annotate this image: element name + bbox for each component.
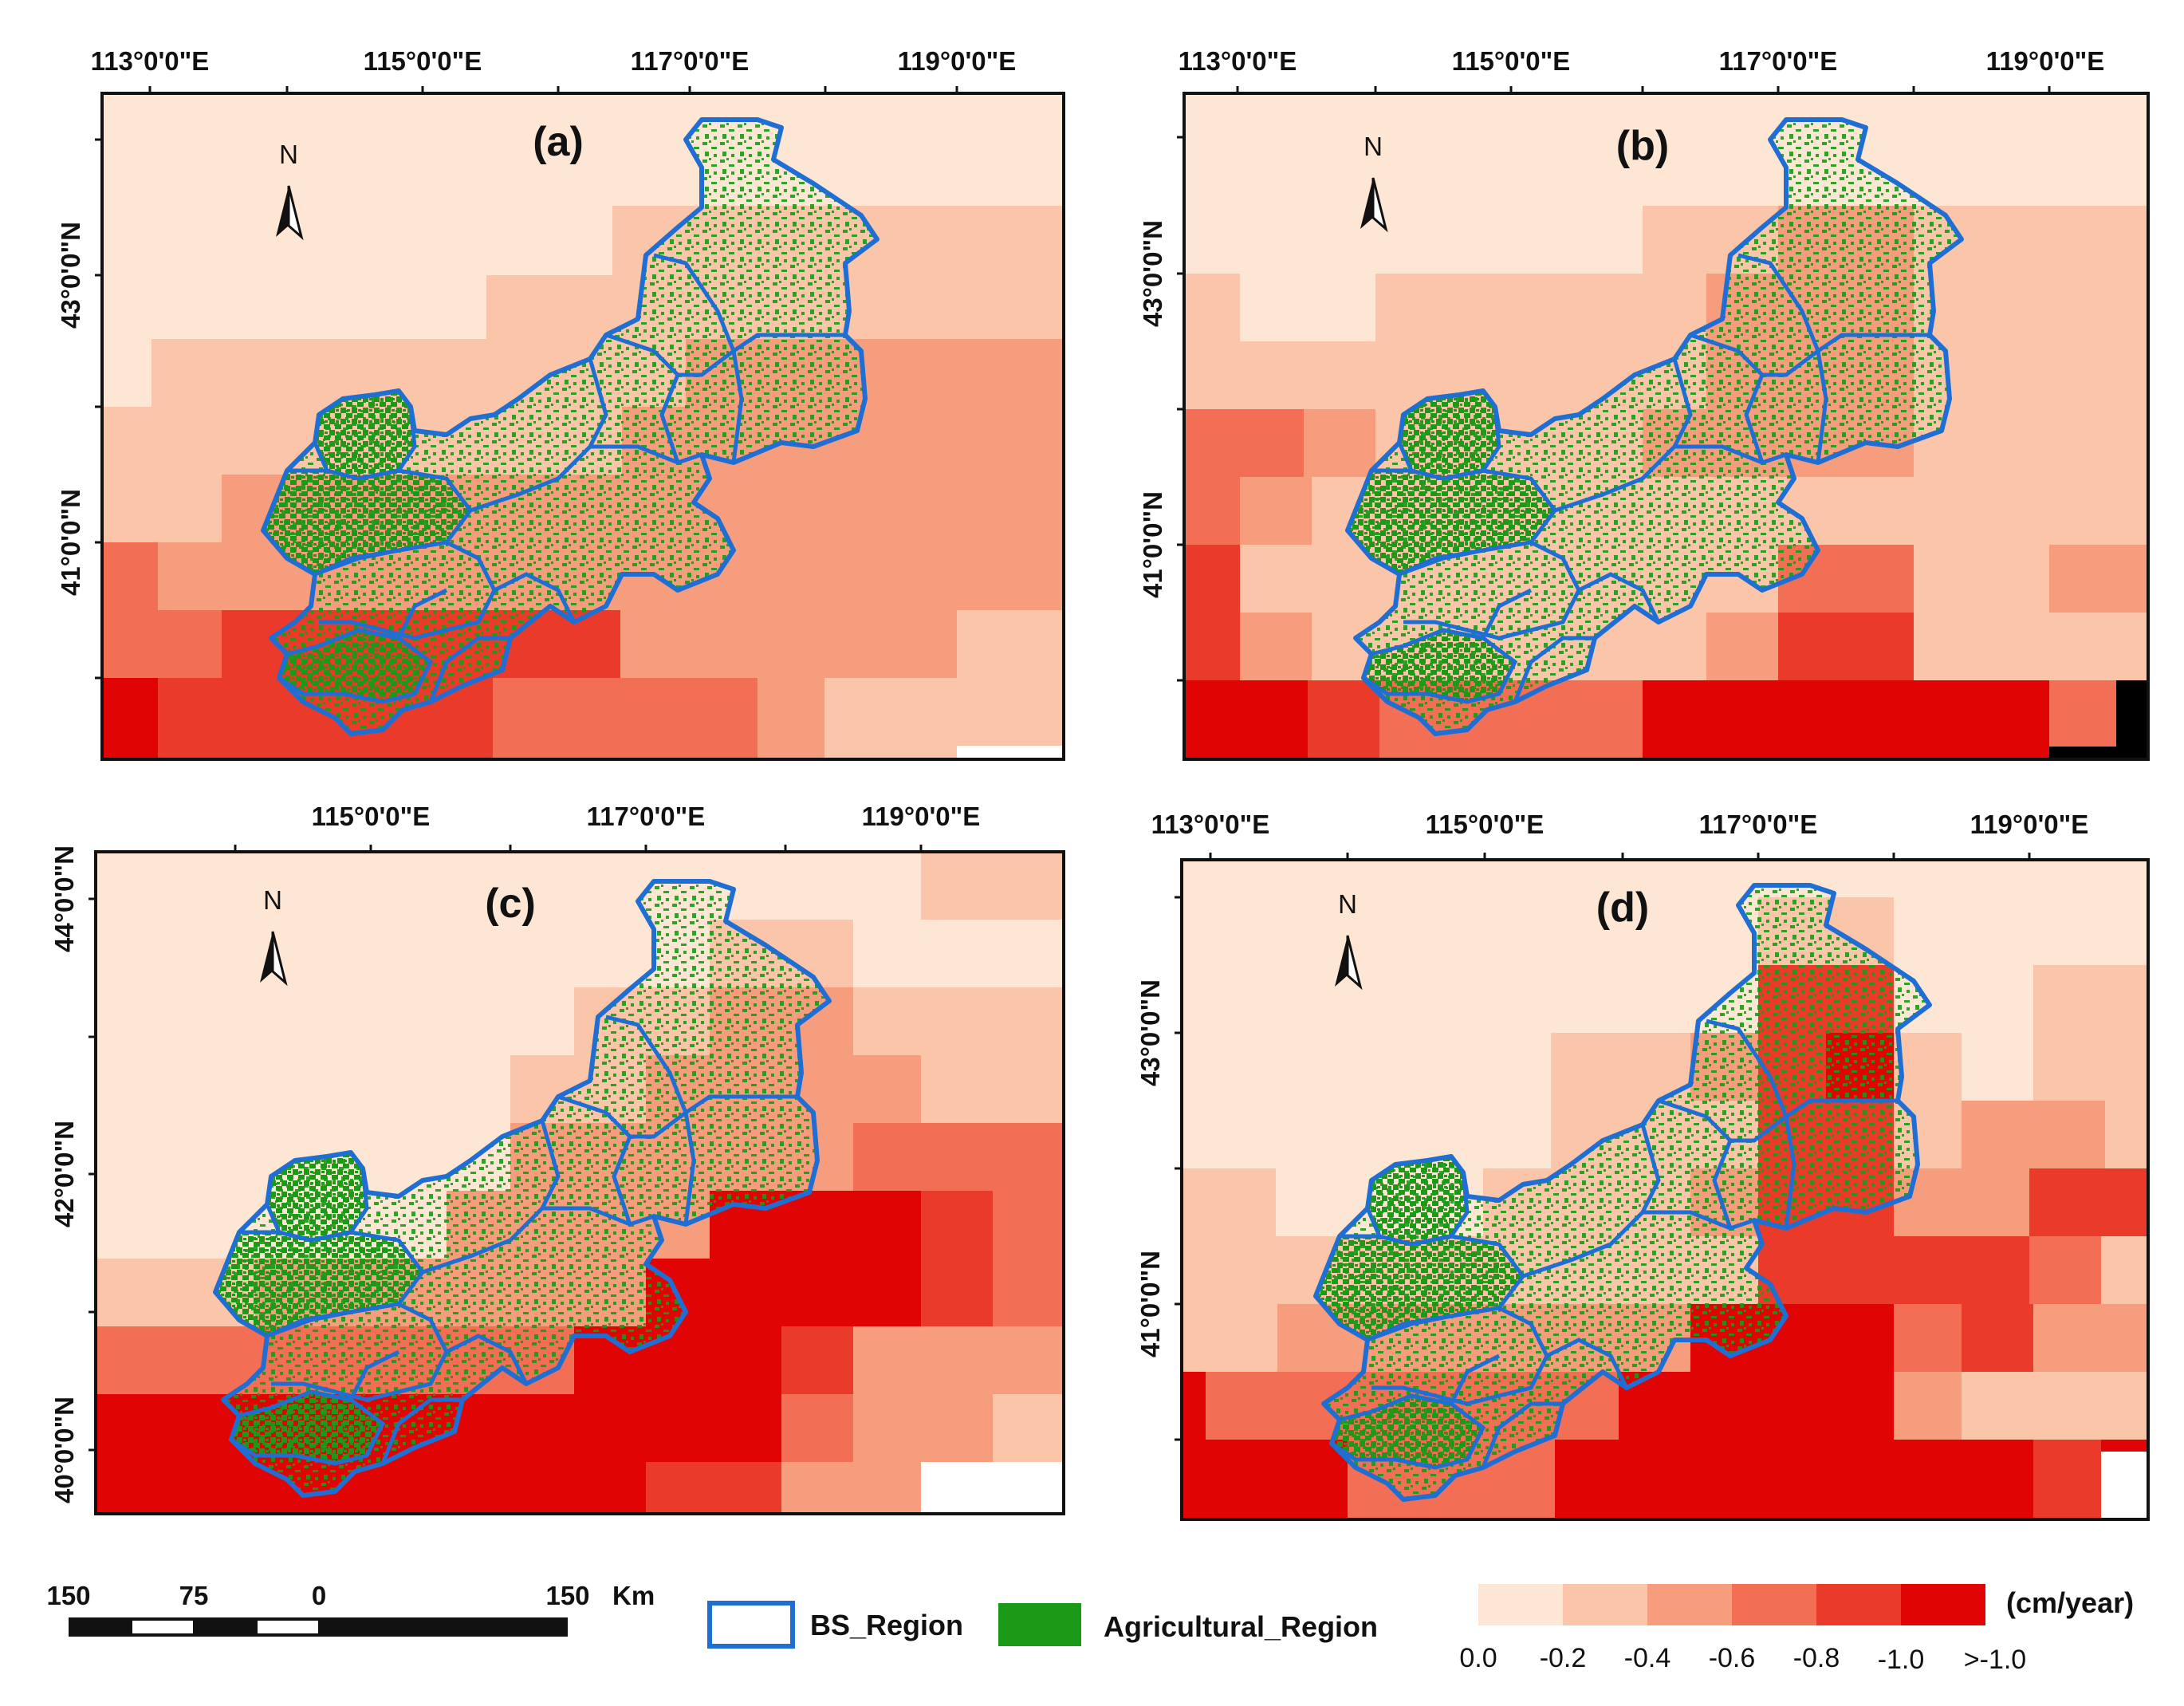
panel-b-lon-tick: 119°0'0"E [1986, 46, 2105, 76]
class-break-label: -0.6 [1709, 1643, 1756, 1673]
class-break-label: -0.2 [1540, 1643, 1587, 1673]
class-break-label: -0.4 [1624, 1643, 1671, 1673]
panel-c-lat-tick: 40°0'0"N [49, 1397, 79, 1503]
panel-a-lon-tick: 117°0'0"E [631, 46, 750, 76]
scale-label: 75 [179, 1581, 209, 1610]
panel-c-lon-tick: 119°0'0"E [862, 802, 981, 831]
panel-a-lon-tick: 119°0'0"E [898, 46, 1017, 76]
class-swatch [1901, 1584, 1985, 1625]
scale-label: 150 [46, 1581, 90, 1610]
panel-a-lat-tick: 41°0'0"N [56, 489, 85, 596]
panel-c-lat-tick: 42°0'0"N [49, 1121, 79, 1227]
panel-d-lon-tick: 115°0'0"E [1426, 810, 1545, 839]
panel-b-lat-tick: 43°0'0"N [1138, 220, 1167, 327]
class-swatch [1647, 1584, 1732, 1625]
agricultural-region-swatch [998, 1603, 1081, 1646]
scale-bar: 150 75 0 150 Km [46, 1581, 655, 1637]
north-label: N [1364, 132, 1383, 161]
panel-c-title: (c) [485, 881, 536, 927]
class-swatch [1816, 1584, 1901, 1625]
panel-d: 113°0'0"E 115°0'0"E 117°0'0"E 119°0'0"E … [1135, 810, 2150, 1521]
north-label: N [1338, 889, 1357, 919]
scale-unit: Km [612, 1581, 655, 1610]
panel-d-title: (d) [1596, 885, 1649, 931]
panel-a-lon-tick: 113°0'0"E [91, 46, 210, 76]
class-break-label: >-1.0 [1964, 1645, 2026, 1675]
panel-c-lat-tick: 44°0'0"N [49, 845, 79, 952]
bs-region-swatch [707, 1601, 795, 1649]
bs-region-label: BS_Region [810, 1609, 963, 1641]
panel-d-lon-tick: 113°0'0"E [1151, 810, 1270, 839]
panel-a: 113°0'0"E 115°0'0"E 117°0'0"E 119°0'0"E … [56, 46, 1065, 761]
north-label: N [279, 140, 298, 169]
panel-a-lon-tick: 115°0'0"E [364, 46, 482, 76]
legend-unit: (cm/year) [2006, 1586, 2134, 1619]
panel-b-title: (b) [1616, 123, 1669, 169]
class-swatch [1732, 1584, 1816, 1625]
class-swatch [1478, 1584, 1563, 1625]
panel-b-lon-tick: 113°0'0"E [1179, 46, 1297, 76]
scale-label: 0 [312, 1581, 326, 1610]
panel-d-lat-tick: 43°0'0"N [1135, 979, 1165, 1086]
panel-a-lat-tick: 43°0'0"N [56, 222, 85, 329]
panel-d-lat-tick: 41°0'0"N [1135, 1251, 1165, 1357]
panel-b-lat-tick: 41°0'0"N [1138, 491, 1167, 598]
panel-a-title: (a) [533, 119, 584, 165]
panel-d-lon-tick: 119°0'0"E [1970, 810, 2089, 839]
panel-c-lon-tick: 115°0'0"E [312, 802, 431, 831]
agricultural-region-label: Agricultural_Region [1104, 1610, 1378, 1643]
class-break-label: -1.0 [1878, 1645, 1925, 1675]
panel-b-lon-tick: 115°0'0"E [1452, 46, 1571, 76]
color-legend: (cm/year) 0.0 -0.2 -0.4 -0.6 -0.8 -1.0 >… [1459, 1584, 2134, 1675]
north-label: N [263, 885, 282, 915]
class-break-label: 0.0 [1459, 1643, 1497, 1673]
region-legend: BS_Region Agricultural_Region [707, 1601, 1378, 1649]
panel-b: 113°0'0"E 115°0'0"E 117°0'0"E 119°0'0"E … [1138, 46, 2150, 761]
panel-d-lon-tick: 117°0'0"E [1699, 810, 1818, 839]
panel-b-lon-tick: 117°0'0"E [1719, 46, 1838, 76]
class-break-label: -0.8 [1793, 1643, 1840, 1673]
panel-c: 115°0'0"E 117°0'0"E 119°0'0"E 44°0'0"N 4… [49, 802, 1065, 1515]
panel-c-lon-tick: 117°0'0"E [587, 802, 706, 831]
class-swatch [1563, 1584, 1647, 1625]
scale-label: 150 [545, 1581, 589, 1610]
